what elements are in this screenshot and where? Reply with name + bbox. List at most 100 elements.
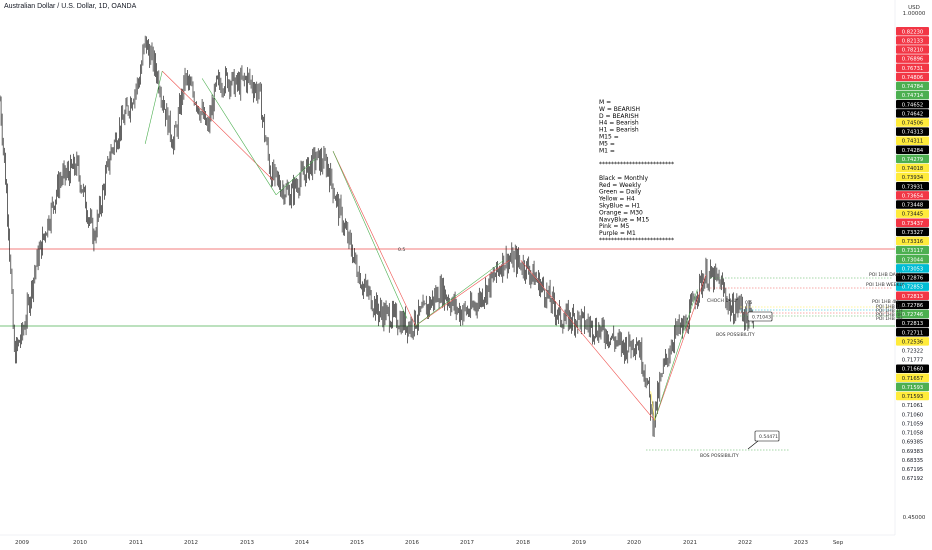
daily-trend-line bbox=[275, 158, 317, 196]
price-level-label: 0.73316 bbox=[902, 239, 923, 245]
price-level-tag bbox=[896, 81, 929, 91]
note-line: Red = Weekly bbox=[599, 182, 641, 189]
price-level-label: 0.71060 bbox=[902, 412, 923, 418]
price-level-tag bbox=[896, 400, 929, 410]
price-level-label: 0.74311 bbox=[902, 139, 923, 145]
poi-small-2: POI 1HB 1H bbox=[876, 304, 903, 310]
price-level-tag bbox=[896, 109, 929, 118]
price-level-tag bbox=[896, 282, 929, 291]
price-level-label: 0.72876 bbox=[902, 276, 923, 282]
weekly-trend-line bbox=[332, 151, 416, 326]
price-level-tag bbox=[896, 63, 929, 72]
price-level-tag bbox=[896, 236, 929, 246]
price-level-label: 0.67192 bbox=[902, 476, 923, 482]
price-level-label: 0.74652 bbox=[902, 102, 923, 108]
time-tick-label: Sep bbox=[833, 540, 844, 546]
price-low-label: 0.45000 bbox=[903, 515, 926, 521]
price-level-label: 0.73445 bbox=[902, 212, 923, 218]
price-level-tag bbox=[896, 118, 929, 127]
currency-label: USD bbox=[908, 5, 920, 11]
candle-series bbox=[0, 35, 754, 437]
price-level-label: 0.76896 bbox=[902, 57, 923, 63]
price-level-label: 0.67195 bbox=[902, 467, 923, 473]
target-lower-box bbox=[754, 430, 780, 442]
mid-marker-1: 0.5 bbox=[398, 247, 405, 253]
price-level-label: 0.71061 bbox=[902, 403, 923, 409]
price-level-label: 0.71777 bbox=[902, 358, 923, 364]
weekly-trend-line bbox=[162, 70, 274, 181]
poi-small-1: POI 1HB 4H bbox=[872, 299, 899, 305]
choch-daily-label: CHOCH DAILY bbox=[707, 298, 738, 304]
time-tick-label: 2020 bbox=[627, 540, 641, 546]
price-level-tag bbox=[896, 455, 929, 465]
price-level-tag bbox=[896, 300, 929, 310]
note-line: Orange = M30 bbox=[599, 209, 643, 216]
weekly-trend-line bbox=[654, 274, 707, 421]
chart-title: Australian Dollar / U.S. Dollar, 1D, OAN… bbox=[4, 3, 137, 10]
price-level-label: 0.68335 bbox=[902, 458, 923, 464]
price-level-tag bbox=[896, 428, 929, 437]
price-level-label: 0.72746 bbox=[902, 312, 923, 318]
price-level-tag bbox=[896, 273, 929, 282]
price-level-label: 0.74313 bbox=[902, 130, 923, 136]
note-line: Purple = M1 bbox=[599, 230, 636, 237]
price-level-label: 0.72813 bbox=[902, 321, 923, 327]
price-level-tag bbox=[896, 191, 929, 200]
weekly-trend-line bbox=[520, 260, 655, 421]
price-level-label: 0.74642 bbox=[902, 111, 923, 117]
price-level-tag bbox=[896, 264, 929, 273]
price-level-tag bbox=[896, 127, 929, 136]
price-level-label: 0.71657 bbox=[902, 376, 923, 382]
price-level-tag bbox=[896, 255, 929, 264]
time-tick-label: 2018 bbox=[516, 540, 530, 546]
time-tick-label: 2017 bbox=[460, 540, 474, 546]
price-level-label: 0.72711 bbox=[902, 330, 923, 336]
note-line: H4 = Bearish bbox=[599, 120, 639, 127]
price-level-tag bbox=[896, 182, 929, 191]
note-line: SkyBlue = H1 bbox=[599, 203, 640, 210]
price-level-label: 0.73448 bbox=[902, 203, 923, 209]
note-line: Pink = M5 bbox=[599, 223, 629, 230]
price-level-label: 0.73044 bbox=[902, 257, 924, 263]
price-level-label: 0.74284 bbox=[902, 148, 924, 154]
bos-possibility-lower: BOS POSSIBILITY bbox=[700, 453, 739, 459]
note-line: H1 = Bearish bbox=[599, 127, 639, 134]
daily-trend-line bbox=[144, 71, 163, 144]
note-line: ************************* bbox=[599, 161, 674, 168]
poi-small-5: POI 1HB 4H bbox=[876, 316, 903, 322]
mid-marker-2: 0.5 bbox=[745, 300, 752, 306]
weekly-trend-line bbox=[415, 260, 510, 327]
price-level-tag bbox=[896, 291, 929, 300]
target-upper-text: 0.71043 bbox=[752, 315, 771, 321]
price-level-label: 0.82230 bbox=[902, 29, 923, 35]
price-level-label: 0.74806 bbox=[902, 75, 923, 81]
price-level-tag bbox=[896, 373, 929, 383]
note-line: Yellow = H4 bbox=[598, 196, 635, 203]
note-line: Green = Daily bbox=[599, 189, 642, 196]
price-level-tag bbox=[896, 446, 929, 456]
time-tick-label: 2013 bbox=[240, 540, 254, 546]
price-level-label: 0.73934 bbox=[902, 175, 924, 181]
price-level-label: 0.73117 bbox=[902, 248, 923, 254]
price-level-label: 0.71660 bbox=[902, 367, 923, 373]
price-level-label: 0.82133 bbox=[902, 38, 923, 44]
price-level-tag bbox=[896, 99, 929, 109]
price-level-label: 0.72853 bbox=[902, 285, 923, 291]
time-axis: 2009 2010 2011 2012 2013 2014 2015 2016 2017 2018… bbox=[15, 540, 844, 546]
price-level-tag bbox=[896, 90, 929, 100]
price-level-label: 0.73053 bbox=[902, 266, 923, 272]
price-level-tag bbox=[896, 27, 929, 36]
price-level-label: 0.71593 bbox=[902, 385, 923, 391]
price-level-tag bbox=[896, 437, 929, 446]
price-level-tag bbox=[896, 382, 929, 392]
daily-trend-line bbox=[201, 78, 277, 195]
price-level-label: 0.73654 bbox=[902, 193, 924, 199]
note-line: M1 = bbox=[599, 147, 615, 154]
time-tick-label: 2021 bbox=[683, 540, 697, 546]
daily-trend-line bbox=[654, 289, 698, 421]
price-level-tag bbox=[896, 209, 929, 218]
price-level-label: 0.72536 bbox=[902, 339, 923, 345]
price-level-label: 0.74018 bbox=[902, 166, 923, 172]
